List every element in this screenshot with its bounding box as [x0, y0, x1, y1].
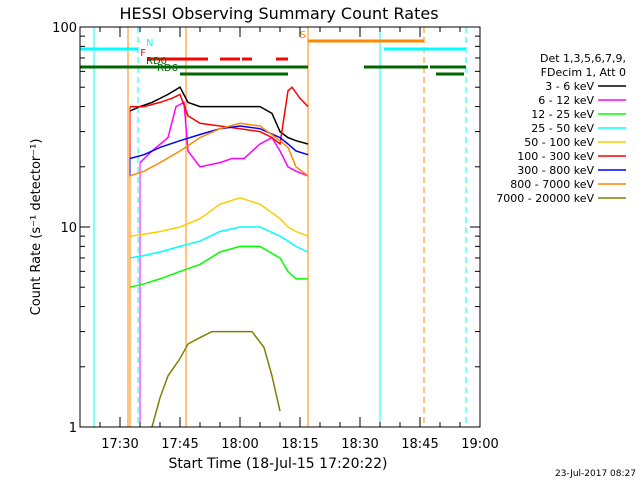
x-tick-label-2: 18:00: [221, 437, 258, 452]
x-axis: 17:30 17:45 18:00 18:15 18:30 18:45 19:00: [79, 27, 499, 452]
flag-label-rd6: RD6: [157, 63, 178, 74]
y-tick-label-1: 10: [60, 221, 77, 236]
legend-label-1: 6 - 12 keV: [538, 94, 594, 107]
x-axis-label: Start Time (18-Jul-15 17:20:22): [168, 456, 387, 472]
legend-header-1: FDecim 1, Att 0: [541, 66, 626, 79]
legend-label-4: 50 - 100 keV: [524, 136, 594, 149]
x-tick-label-3: 18:15: [281, 437, 318, 452]
legend-label-7: 800 - 7000 keV: [510, 178, 594, 191]
x-tick-label-1: 17:45: [161, 437, 198, 452]
flag-label-s: S: [300, 30, 306, 41]
x-tick-label-4: 18:30: [341, 437, 378, 452]
series-line-8: [151, 330, 281, 428]
legend-label-8: 7000 - 20000 keV: [496, 192, 594, 205]
series-line-7: [129, 122, 309, 177]
flag-label-f: F: [140, 48, 146, 59]
legend: Det 1,3,5,6,7,9,FDecim 1, Att 03 - 6 keV…: [496, 52, 626, 205]
series-line-4: [129, 197, 309, 237]
legend-label-5: 100 - 300 keV: [517, 150, 594, 163]
legend-label-2: 12 - 25 keV: [531, 108, 594, 121]
x-tick-label-0: 17:30: [101, 437, 138, 452]
series-line-2: [129, 245, 308, 288]
y-tick-label-0: 100: [52, 21, 77, 36]
series-line-6: [129, 125, 309, 160]
legend-header-0: Det 1,3,5,6,7,9,: [540, 52, 626, 65]
series-line-1: [139, 101, 309, 177]
flag-label-rd0: RD0: [146, 56, 167, 67]
legend-label-0: 3 - 6 keV: [545, 80, 594, 93]
legend-label-6: 300 - 800 keV: [517, 164, 594, 177]
x-tick-label-6: 19:00: [461, 437, 498, 452]
legend-label-3: 25 - 50 keV: [531, 122, 594, 135]
series-line-0: [129, 86, 309, 145]
y-tick-label-2: 1: [69, 421, 77, 436]
footer-date: 23-Jul-2017 08:27: [555, 469, 636, 479]
x-tick-label-5: 18:45: [401, 437, 438, 452]
series-line-3: [129, 226, 309, 259]
y-axis-label: Count Rate (s⁻¹ detector⁻¹): [29, 139, 44, 316]
flag-label-n: N: [146, 38, 153, 49]
y-axis: 100 10 1: [52, 21, 480, 436]
chart-title: HESSI Observing Summary Count Rates: [119, 4, 438, 23]
